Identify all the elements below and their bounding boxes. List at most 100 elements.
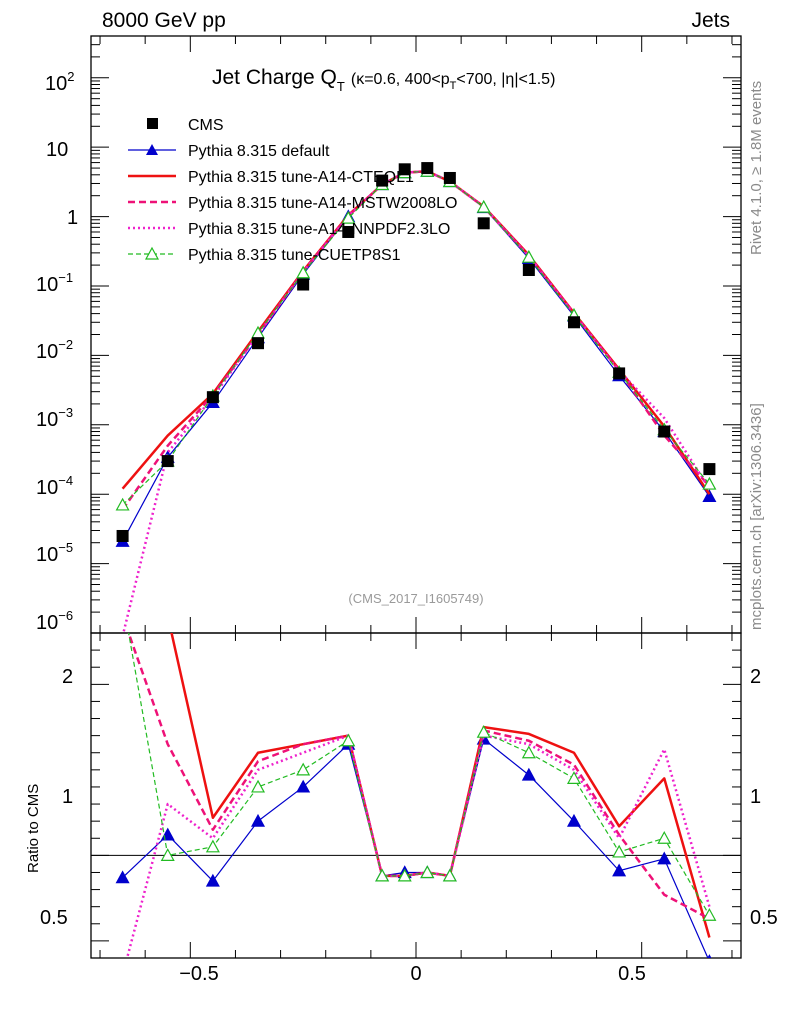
ratio-point-default (296, 779, 311, 793)
legend-entry-nnpdf: Pythia 8.315 tune-A14-NNPDF2.3LO (128, 221, 450, 238)
ratio-point-cuetp8s1 (521, 745, 536, 759)
legend-entry-cteql1: Pythia 8.315 tune-A14-CTEQL1 (128, 169, 414, 186)
legend-marker-cms (147, 118, 158, 129)
point-cuetp8s1 (476, 199, 491, 213)
ratio-point-cuetp8s1 (296, 762, 311, 776)
cms-data-point (703, 463, 716, 476)
ratio-point-cuetp8s1 (397, 868, 412, 882)
cms-data-point (297, 278, 310, 291)
y-tick-1e-2: 10−2 (36, 337, 73, 363)
legend-label-default: Pythia 8.315 default (188, 143, 330, 160)
point-default (702, 489, 717, 502)
rivet-label: Rivet 4.1.0, ≥ 1.8M events (748, 81, 765, 255)
cms-data-point (522, 263, 535, 276)
axis-ticks (91, 35, 741, 958)
ratio-point-default (251, 813, 266, 827)
ratio-point-cuetp8s1 (476, 724, 491, 738)
cms-data-point (613, 367, 626, 380)
ratio-point-cuetp8s1 (420, 865, 435, 879)
cms-data-point (206, 391, 219, 404)
cms-data-point (658, 425, 671, 438)
cms-data-point (443, 171, 456, 184)
ratio-line-cuetp8s1 (128, 633, 710, 916)
legend-marker-cuetp8s1 (144, 246, 160, 260)
cms-data-point (252, 337, 265, 350)
ratio-point-default (707, 954, 712, 958)
y-tick-1e-1: 10−1 (36, 270, 73, 296)
ratio-point-default (115, 870, 130, 884)
point-cuetp8s1 (341, 210, 356, 224)
energy-label: 8000 GeV pp (102, 9, 226, 32)
legend-label-nnpdf: Pythia 8.315 tune-A14-NNPDF2.3LO (188, 221, 450, 238)
legend-entry-cms: CMS (147, 117, 224, 134)
ratio-point-cuetp8s1 (160, 848, 175, 861)
y-tick-1e2: 102 (45, 69, 74, 95)
process-label: Jets (691, 9, 730, 32)
ratio-point-cuetp8s1 (375, 868, 390, 882)
point-cuetp8s1 (702, 476, 717, 490)
ratio-tick-left-1: 1 (62, 786, 73, 808)
point-cuetp8s1 (115, 497, 130, 511)
cms-data-point (116, 529, 129, 542)
ratio-point-default (566, 813, 581, 827)
ratio-y-axis-label: Ratio to CMS (25, 784, 42, 873)
plot-title: Jet Charge QT (κ=0.6, 400<pT<700, |η|<1.5… (212, 66, 555, 94)
cms-data-point (342, 225, 355, 238)
y-tick-1e-5: 10−5 (36, 540, 73, 566)
legend-label-mstw: Pythia 8.315 tune-A14-MSTW2008LO (188, 195, 457, 212)
ratio-point-cuetp8s1 (612, 844, 627, 858)
y-tick-1: 1 (67, 207, 78, 229)
ratio-point-cuetp8s1 (251, 779, 266, 793)
legend-label-cuetp8s1: Pythia 8.315 tune-CUETP8S1 (188, 247, 401, 264)
ratio-tick-right-05: 0.5 (750, 907, 778, 929)
legend: CMS Pythia 8.315 default Pythia 8.315 tu… (128, 117, 457, 264)
y-tick-1e-6: 10−6 (36, 608, 73, 634)
ratio-line-cteql1 (170, 633, 711, 938)
ratio-point-cuetp8s1 (341, 733, 356, 747)
cms-data-point (421, 162, 434, 175)
ratio-point-cuetp8s1 (566, 771, 581, 784)
series-line-cuetp8s1 (122, 170, 710, 506)
ratio-point-default (657, 851, 672, 865)
main-plot-marks (115, 162, 717, 633)
upper-y-tick-labels: 102 10 1 10−1 10−2 10−3 10−4 10−5 10−6 (36, 69, 78, 634)
x-tick-0: 0 (410, 963, 421, 985)
cms-data-point (398, 163, 411, 176)
ratio-line-default (122, 738, 709, 958)
ratio-point-cuetp8s1 (205, 839, 220, 853)
point-cuetp8s1 (296, 265, 311, 279)
y-tick-1e-3: 10−3 (36, 405, 73, 431)
ratio-point-cuetp8s1 (657, 831, 672, 844)
legend-marker-default (146, 144, 158, 155)
ratio-tick-right-1: 1 (750, 786, 761, 808)
legend-label-cteql1: Pythia 8.315 tune-A14-CTEQL1 (188, 169, 414, 186)
ratio-point-cuetp8s1 (442, 868, 457, 882)
ratio-tick-left-05: 0.5 (40, 907, 68, 929)
y-tick-1e-4: 10−4 (36, 473, 73, 499)
ratio-plot-marks (115, 593, 717, 958)
ratio-plot-frame (90, 632, 742, 959)
analysis-tag: (CMS_2017_I1605749) (348, 591, 483, 606)
ratio-point-default (205, 873, 220, 887)
ratio-point-default (612, 863, 627, 877)
ratio-point-cuetp8s1 (117, 593, 129, 604)
y-tick-10: 10 (46, 139, 68, 161)
legend-entry-default: Pythia 8.315 default (128, 143, 330, 160)
cms-data-point (477, 217, 490, 230)
mcplots-label: mcplots.cern.ch [arXiv:1306.3436] (748, 403, 765, 630)
ratio-point-cuetp8s1 (702, 907, 717, 921)
ratio-tick-left-2: 2 (62, 666, 73, 688)
ratio-point-default (521, 767, 536, 781)
x-tick-05: 0.5 (618, 963, 646, 985)
cms-data-point (161, 455, 174, 468)
series-line-cteql1 (121, 170, 711, 495)
legend-label-cms: CMS (188, 117, 224, 134)
x-tick-neg05: −0.5 (179, 963, 218, 985)
legend-entry-cuetp8s1: Pythia 8.315 tune-CUETP8S1 (128, 246, 401, 264)
legend-entry-mstw: Pythia 8.315 tune-A14-MSTW2008LO (128, 195, 457, 212)
ratio-tick-right-2: 2 (750, 666, 761, 688)
cms-data-point (567, 316, 580, 329)
cms-data-point (376, 174, 389, 187)
point-cuetp8s1 (521, 249, 536, 263)
